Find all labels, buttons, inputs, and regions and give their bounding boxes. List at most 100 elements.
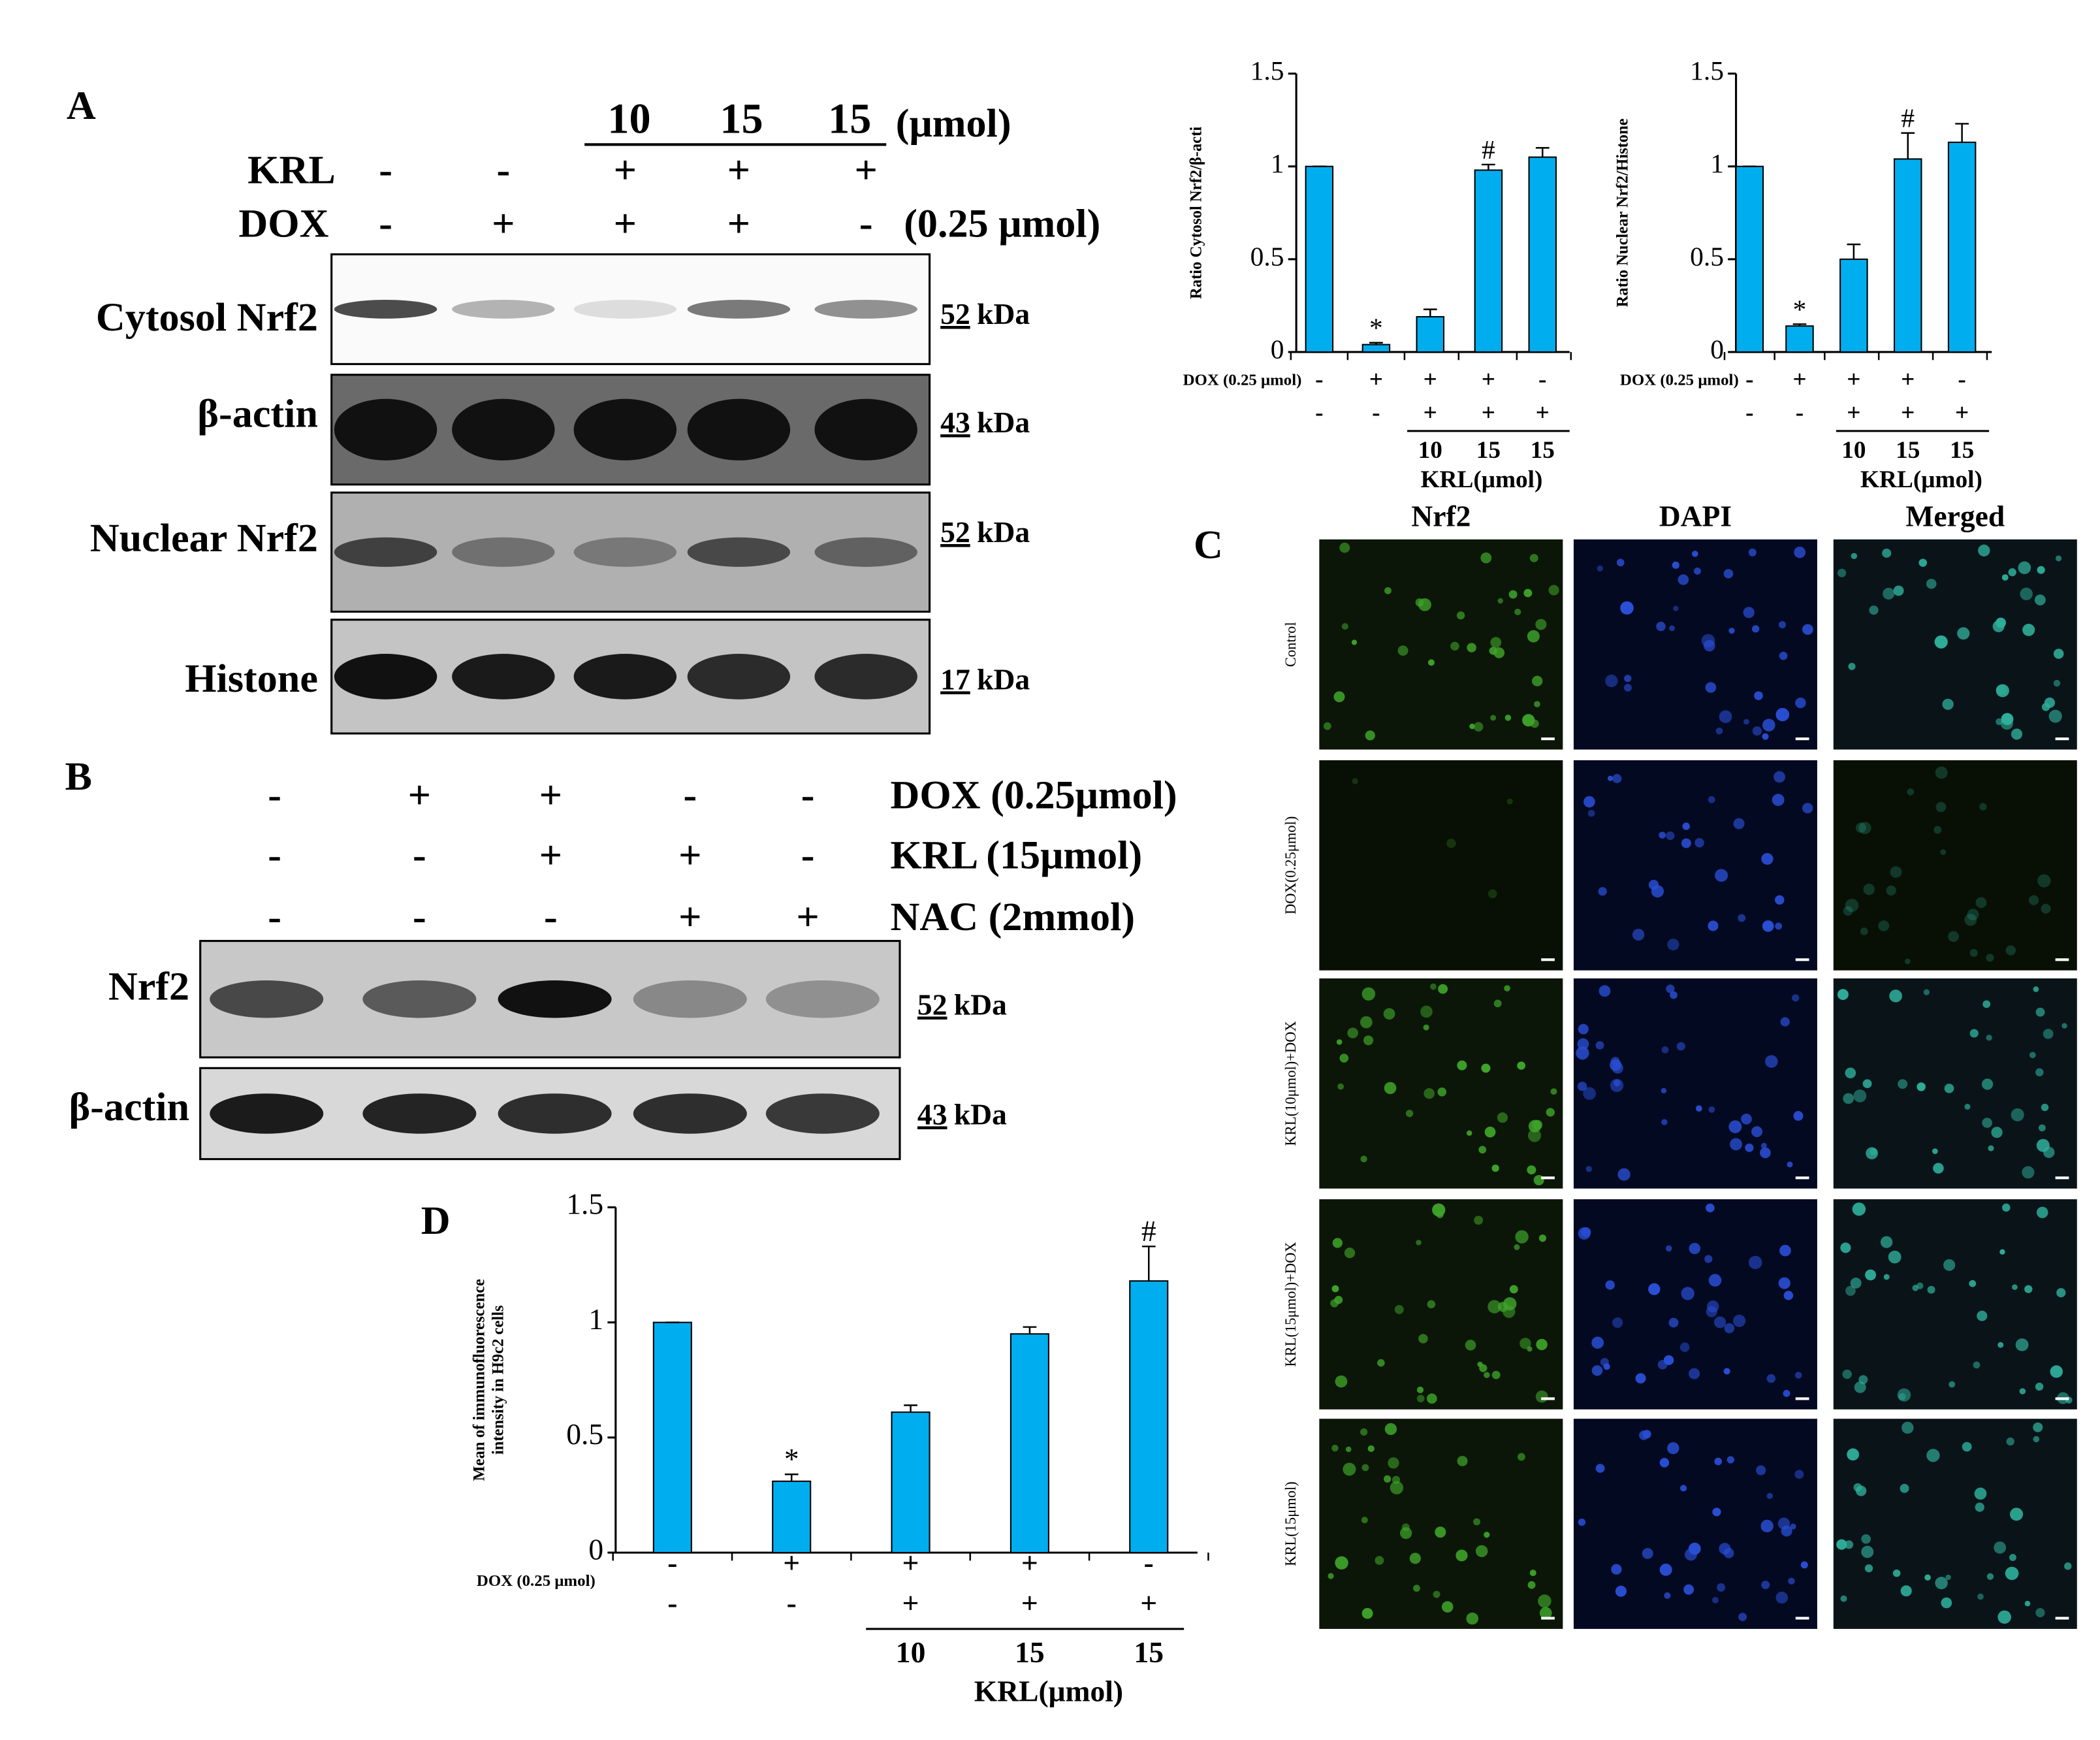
cell-nucleus	[1853, 1089, 1867, 1103]
bar	[1361, 344, 1391, 353]
cell-nucleus	[1850, 1278, 1862, 1289]
error-bar	[1901, 132, 1915, 159]
cell-nucleus	[1659, 1458, 1670, 1468]
cell-nucleus	[1760, 1142, 1767, 1149]
micrograph	[1319, 1419, 1563, 1629]
cell-nucleus	[1907, 788, 1915, 796]
error-bar	[1423, 308, 1437, 317]
treatment-sign: +	[1901, 366, 1915, 393]
cell-nucleus	[2035, 1068, 2044, 1076]
blot-band	[210, 980, 324, 1018]
cell-nucleus	[1774, 895, 1785, 905]
cell-nucleus	[1332, 1238, 1343, 1248]
cell-nucleus	[1682, 822, 1690, 830]
cell-nucleus	[1365, 730, 1375, 741]
treatment-sign: -	[801, 833, 815, 878]
cell-nucleus	[1546, 1108, 1555, 1117]
cell-nucleus	[1794, 546, 1806, 558]
cell-nucleus	[1591, 1336, 1604, 1349]
treatment-sign: +	[783, 1547, 800, 1579]
cell-nucleus	[1775, 707, 1790, 722]
cell-nucleus	[1685, 1548, 1697, 1561]
cell-nucleus	[1670, 991, 1678, 999]
cell-nucleus	[1695, 1105, 1702, 1112]
cell-nucleus	[1614, 1079, 1621, 1087]
cell-nucleus	[1363, 1035, 1374, 1046]
cell-nucleus	[1945, 1574, 1951, 1581]
cell-nucleus	[1424, 1088, 1435, 1099]
scale-bar	[1795, 737, 1809, 741]
cell-nucleus	[1969, 1029, 1979, 1038]
cell-nucleus	[1616, 558, 1625, 567]
y-axis-label: Ratio Cytosol Nrf2/β-acti	[1187, 127, 1205, 299]
cell-nucleus	[2034, 594, 2046, 605]
cell-nucleus	[1780, 1017, 1790, 1027]
cell-nucleus	[1748, 1255, 1762, 1270]
cell-nucleus	[1756, 1465, 1766, 1475]
cell-nucleus	[1708, 1274, 1722, 1287]
cell-nucleus	[1900, 1483, 1909, 1493]
cell-nucleus	[1384, 1082, 1397, 1095]
bar	[1947, 141, 1977, 353]
treatment-sign: -	[1315, 400, 1323, 427]
cell-nucleus	[1651, 885, 1664, 898]
dose-axis-label: KRL(μmol)	[1860, 466, 1982, 493]
cell-nucleus	[1624, 675, 1632, 683]
cell-nucleus	[1384, 587, 1392, 594]
treatment-sign: -	[667, 1547, 677, 1579]
cell-nucleus	[1880, 1236, 1893, 1248]
treatment-sign: -	[1538, 366, 1546, 393]
blot-band	[814, 654, 917, 700]
cell-nucleus	[1648, 1283, 1661, 1295]
cell-nucleus	[1900, 1585, 1912, 1597]
cell-nucleus	[1360, 1428, 1368, 1436]
treatment-sign: +	[854, 148, 877, 193]
blot-label: Nuclear Nrf2	[90, 516, 318, 560]
cell-nucleus	[1383, 1475, 1392, 1483]
cell-nucleus	[1438, 984, 1448, 994]
cell-nucleus	[1893, 585, 1904, 596]
cell-nucleus	[1888, 1250, 1901, 1264]
error-bar	[1023, 1326, 1037, 1334]
cell-nucleus	[2053, 649, 2064, 659]
cell-nucleus	[1672, 561, 1679, 569]
micrograph	[1833, 1419, 2077, 1629]
cell-nucleus	[1467, 643, 1476, 652]
cell-nucleus	[1607, 775, 1614, 781]
cell-nucleus	[1361, 1464, 1369, 1472]
y-axis-label: Mean of immunofluorescence	[470, 1279, 488, 1481]
blot-band	[633, 980, 747, 1018]
y-tick-label: 0.5	[566, 1418, 603, 1451]
bar	[1528, 156, 1557, 353]
cell-nucleus	[1450, 641, 1459, 651]
cell-nucleus	[1527, 1129, 1542, 1142]
cell-nucleus	[2019, 1388, 2026, 1394]
treatment-sign: -	[801, 773, 815, 818]
cell-nucleus	[1664, 1592, 1671, 1599]
cell-nucleus	[1323, 722, 1331, 730]
cell-nucleus	[2008, 568, 2016, 577]
cell-nucleus	[1578, 1023, 1589, 1035]
y-tick-label: 0	[1271, 334, 1284, 364]
cell-nucleus	[1466, 1130, 1472, 1136]
treatment-sign: +	[1847, 400, 1860, 427]
row-label: DOX (0.25μmol)	[890, 773, 1177, 818]
blot-band	[452, 654, 555, 700]
y-axis-label: intensity in H9c2 cells	[489, 1305, 507, 1455]
cell-nucleus	[1708, 920, 1719, 931]
cell-nucleus	[1728, 1120, 1742, 1133]
cell-nucleus	[1986, 1573, 1994, 1580]
cell-nucleus	[1533, 701, 1540, 707]
cell-nucleus	[1988, 1145, 1994, 1152]
cell-nucleus	[1745, 1143, 1754, 1152]
cell-nucleus	[1577, 1038, 1589, 1050]
cell-nucleus	[1840, 1242, 1851, 1253]
cell-nucleus	[1673, 605, 1679, 611]
dose-unit: (μmol)	[896, 101, 1011, 146]
cell-nucleus	[2035, 1382, 2044, 1391]
cell-nucleus	[1933, 1163, 1944, 1174]
blot-band	[334, 300, 438, 319]
cell-nucleus	[1860, 927, 1868, 935]
cell-nucleus	[2022, 1166, 2035, 1179]
cell-nucleus	[1465, 1340, 1476, 1351]
